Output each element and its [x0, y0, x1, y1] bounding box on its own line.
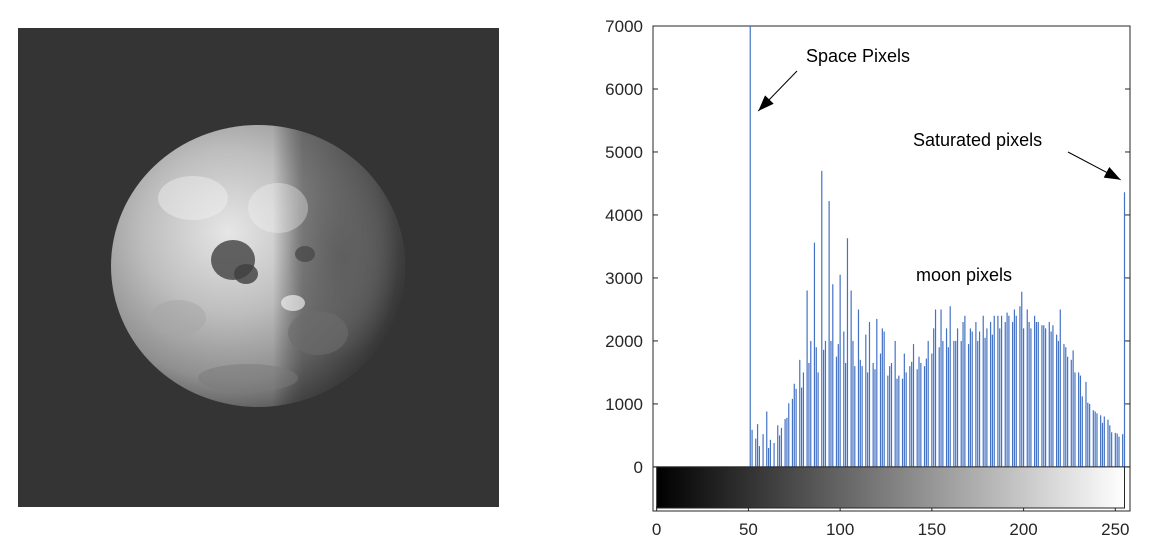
- annotations: Space Pixels Saturated pixels moon pixels: [757, 46, 1121, 285]
- x-tick-label: 200: [1009, 520, 1037, 539]
- y-tick-label: 2000: [605, 332, 643, 351]
- x-tick-label: 250: [1101, 520, 1129, 539]
- x-tick-label: 0: [652, 520, 661, 539]
- y-tick-label: 1000: [605, 395, 643, 414]
- x-tick-label: 50: [739, 520, 758, 539]
- histogram-bars: [749, 26, 1126, 467]
- y-tick-label: 6000: [605, 80, 643, 99]
- y-tick-label: 3000: [605, 269, 643, 288]
- y-tick-label: 5000: [605, 143, 643, 162]
- x-tick-label: 150: [918, 520, 946, 539]
- annotation-text: moon pixels: [916, 265, 1012, 285]
- annotation-arrowhead: [758, 95, 774, 112]
- y-tick-label: 4000: [605, 206, 643, 225]
- y-tick-label: 7000: [605, 17, 643, 36]
- y-axis: 0 1000 2000 3000 4000 5000 6000 7000: [605, 17, 1130, 477]
- plot-frame: [652, 25, 1131, 512]
- annotation-text: Saturated pixels: [913, 130, 1042, 150]
- x-axis: 0 50 100 150 200 250: [652, 506, 1130, 539]
- x-tick-label: 100: [826, 520, 854, 539]
- annotation-arrowhead: [1103, 166, 1121, 180]
- moon-picture: [111, 125, 405, 407]
- grayscale-colorbar: [656, 466, 1125, 509]
- moon-image: [18, 28, 499, 507]
- annotation-text: Space Pixels: [806, 46, 910, 66]
- y-tick-label: 0: [634, 458, 643, 477]
